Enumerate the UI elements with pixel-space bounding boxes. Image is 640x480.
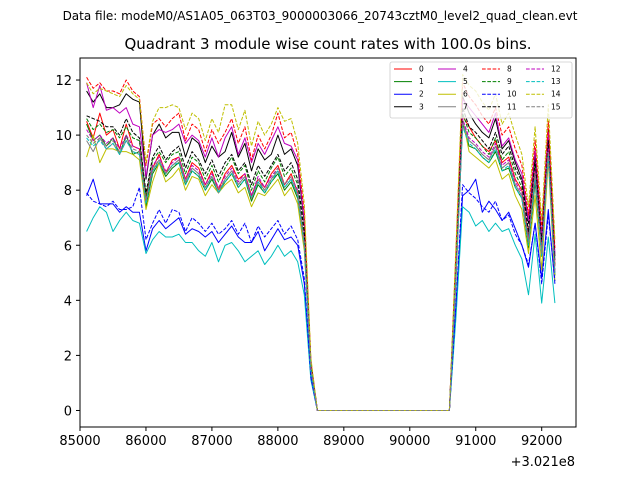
legend-label-3: 3 <box>419 102 424 111</box>
legend-box <box>390 62 572 118</box>
legend-label-10: 10 <box>507 90 517 99</box>
legend-label-0: 0 <box>419 65 424 74</box>
x-tick-label: 92000 <box>521 434 562 449</box>
legend-label-7: 7 <box>463 102 468 111</box>
legend-label-11: 11 <box>507 102 517 111</box>
y-tick-label: 12 <box>55 74 72 89</box>
legend-label-8: 8 <box>507 65 512 74</box>
legend-label-6: 6 <box>463 90 468 99</box>
x-axis-offset-label: +3.021e8 <box>511 455 575 470</box>
y-tick-label: 4 <box>64 294 72 309</box>
legend-label-4: 4 <box>463 65 468 74</box>
figure-suptitle: Data file: modeM0/AS1A05_063T03_90000030… <box>63 9 578 23</box>
x-tick-label: 87000 <box>191 434 232 449</box>
x-tick-label: 85000 <box>59 434 100 449</box>
legend-label-15: 15 <box>551 102 561 111</box>
y-tick-label: 6 <box>64 239 72 254</box>
legend-label-12: 12 <box>551 65 561 74</box>
chart-title: Quadrant 3 module wise count rates with … <box>124 35 531 53</box>
legend-label-13: 13 <box>551 77 561 86</box>
legend-label-2: 2 <box>419 90 424 99</box>
legend-label-1: 1 <box>419 77 424 86</box>
y-tick-label: 2 <box>64 349 72 364</box>
x-tick-label: 86000 <box>125 434 166 449</box>
x-tick-label: 88000 <box>257 434 298 449</box>
figure: Data file: modeM0/AS1A05_063T03_90000030… <box>0 0 640 480</box>
legend-label-14: 14 <box>551 90 561 99</box>
legend-label-9: 9 <box>507 77 512 86</box>
x-tick-label: 90000 <box>389 434 430 449</box>
x-tick-label: 91000 <box>455 434 496 449</box>
x-tick-label: 89000 <box>323 434 364 449</box>
legend-label-5: 5 <box>463 77 468 86</box>
y-tick-label: 10 <box>55 129 72 144</box>
y-tick-label: 8 <box>64 184 72 199</box>
y-tick-label: 0 <box>64 404 72 419</box>
